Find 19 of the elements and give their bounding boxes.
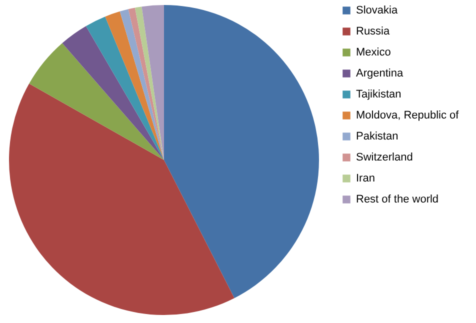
pie-slice bbox=[120, 9, 164, 160]
pie-slice bbox=[105, 11, 164, 160]
legend-label: Mexico bbox=[356, 46, 391, 58]
pie-slice bbox=[128, 8, 164, 160]
legend-label: Switzerland bbox=[356, 152, 413, 164]
legend-label: Iran bbox=[356, 172, 375, 184]
legend-label: Tajikistan bbox=[356, 88, 402, 100]
legend-label: Slovakia bbox=[356, 4, 398, 16]
legend-label: Rest of the world bbox=[356, 194, 439, 206]
legend-label: Moldova, Republic of bbox=[356, 110, 460, 122]
legend-label: Argentina bbox=[356, 68, 404, 80]
pie-slice bbox=[142, 5, 164, 160]
legend-label: Russia bbox=[356, 26, 391, 38]
pie-slice bbox=[62, 26, 164, 160]
pie-slice bbox=[9, 84, 234, 315]
pie-slice bbox=[29, 43, 164, 160]
legend-label: Pakistan bbox=[356, 130, 398, 142]
pie-slice bbox=[86, 16, 164, 160]
pie-slice bbox=[164, 5, 319, 298]
